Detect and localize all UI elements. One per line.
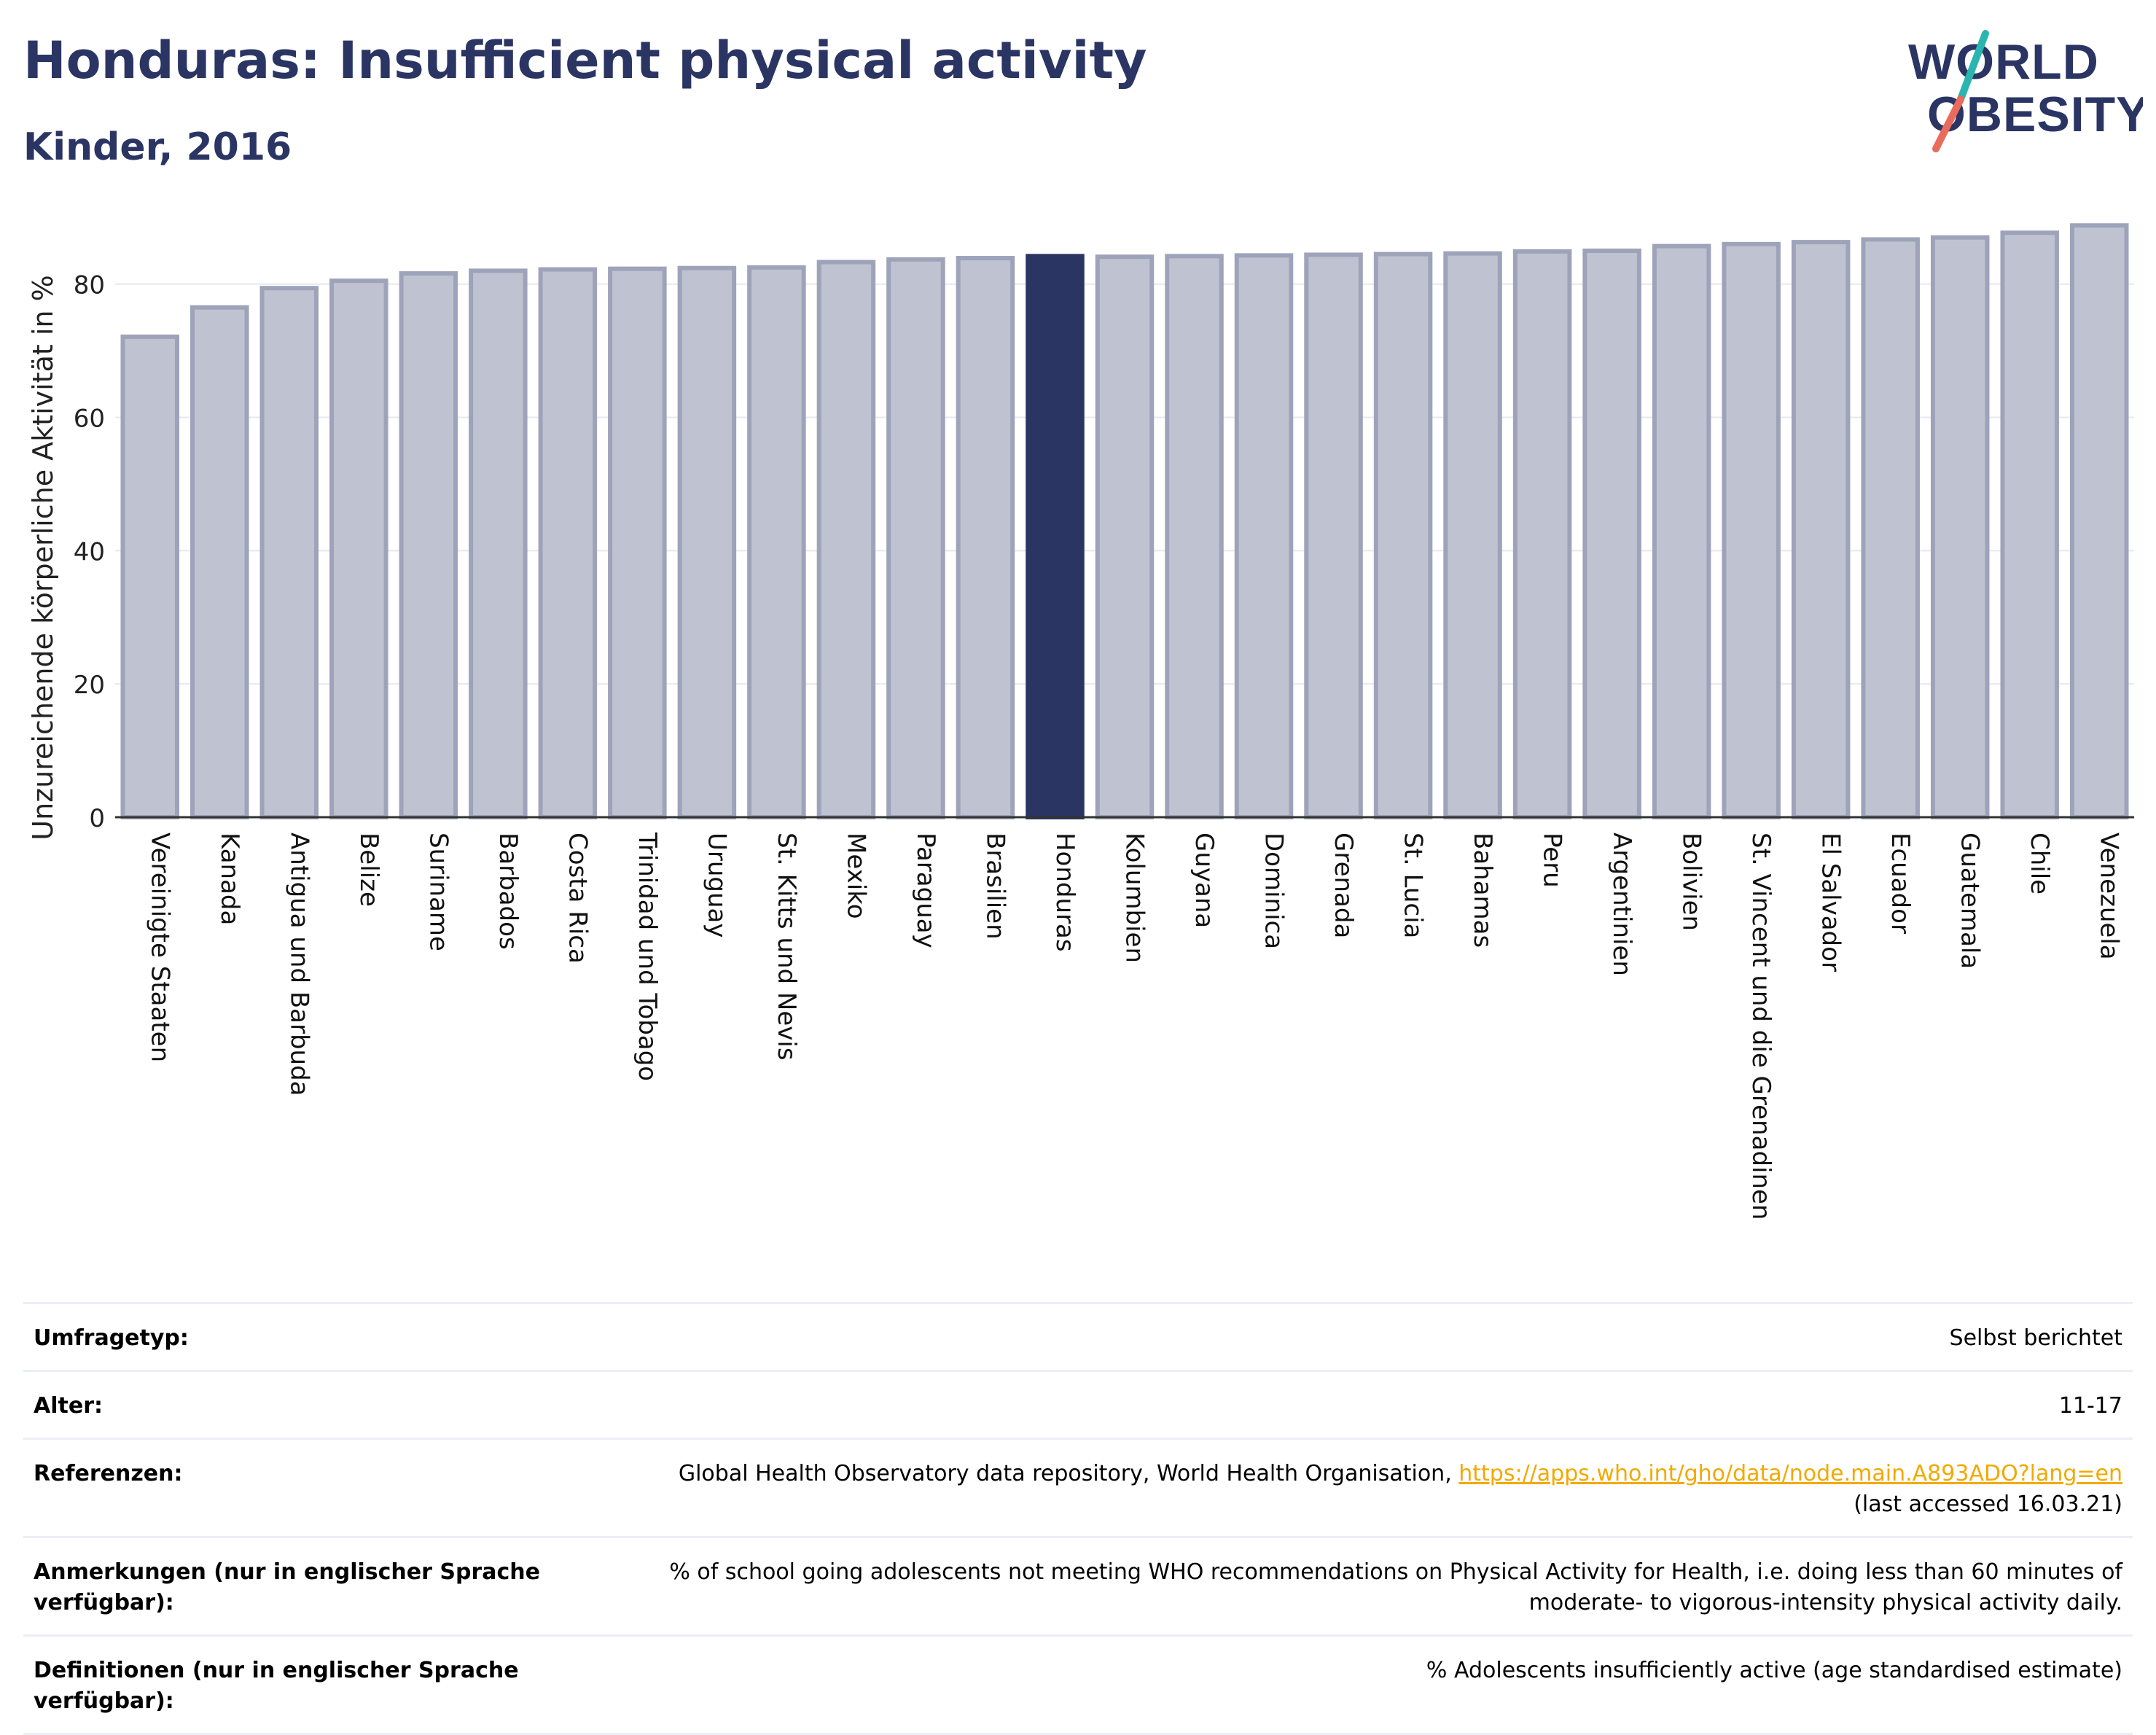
meta-value: 11-17: [554, 1370, 2133, 1439]
x-tick-label: Venezuela: [2095, 833, 2124, 960]
bar: [190, 305, 249, 819]
meta-key: Definitionen (nur in englischer Sprache …: [23, 1634, 554, 1735]
bar: [1443, 251, 1502, 820]
bar: [1582, 248, 1641, 819]
bar-highlight: [1026, 254, 1085, 819]
bars: [120, 223, 2129, 820]
x-tick-label: Chile: [2025, 833, 2054, 894]
bar: [329, 278, 388, 819]
bar: [1861, 237, 1920, 819]
x-tick-label: Suriname: [423, 833, 453, 951]
meta-value: % of school going adolescents not meetin…: [554, 1536, 2133, 1636]
bar-chart: 0 20 40 60 80 Vereinigte Staaten Kanada Antigu…: [27, 223, 2134, 1220]
bar: [747, 265, 806, 819]
x-tick-label: St. Lucia: [1399, 833, 1428, 938]
bar: [816, 260, 876, 819]
x-tick-label: Vereinigte Staaten: [145, 833, 174, 1062]
x-tick-label: Barbados: [493, 833, 523, 950]
x-tick-label: Bolivien: [1677, 833, 1706, 931]
meta-value: Global Health Observatory data repositor…: [554, 1438, 2133, 1537]
x-tick-label: Peru: [1538, 833, 1567, 888]
meta-key: Umfragetyp:: [23, 1302, 554, 1371]
reference-accessed: (last accessed 16.03.21): [1854, 1492, 2122, 1517]
logo-slash-coral: [1932, 95, 1964, 152]
bar: [259, 286, 319, 819]
bar: [1512, 249, 1572, 819]
x-tick-label: Guyana: [1190, 833, 1219, 928]
x-tick-label: Kanada: [215, 833, 244, 925]
x-tick-label: Grenada: [1329, 833, 1358, 938]
reference-link[interactable]: https://apps.who.int/gho/data/node.main.…: [1458, 1461, 2122, 1486]
bar: [1095, 254, 1155, 819]
bar: [1373, 252, 1433, 820]
meta-row-survey-type: Umfragetyp: Selbst berichtet: [23, 1302, 2133, 1371]
meta-row-definitions: Definitionen (nur in englischer Sprache …: [23, 1634, 2133, 1735]
y-tick-label: 40: [74, 537, 105, 566]
bar: [1722, 241, 1781, 819]
x-tick-label: St. Kitts und Nevis: [772, 833, 801, 1061]
y-tick-label: 20: [74, 671, 105, 700]
meta-row-notes: Anmerkungen (nur in englischer Sprache v…: [23, 1536, 2133, 1636]
bar: [1165, 254, 1224, 819]
world-obesity-logo: WORLD OBESITY: [1908, 30, 2143, 152]
meta-key: Alter:: [23, 1370, 554, 1439]
logo-line-1: WORLD: [1908, 34, 2099, 90]
bar: [886, 257, 945, 820]
meta-key: Anmerkungen (nur in englischer Sprache v…: [23, 1536, 554, 1636]
bar: [538, 267, 598, 819]
x-tick-labels: Vereinigte Staaten Kanada Antigua und Barb…: [145, 832, 2123, 1220]
y-tick-label: 80: [74, 271, 105, 300]
x-tick-label: Argentinien: [1607, 833, 1636, 976]
x-tick-label: St. Vincent und die Grenadinen: [1746, 833, 1776, 1220]
bar: [1791, 240, 1851, 820]
bar: [608, 266, 667, 819]
reference-text: Global Health Observatory data repositor…: [678, 1461, 1459, 1486]
x-tick-label: Mexiko: [841, 833, 870, 919]
x-tick-label: Guatemala: [1956, 833, 1985, 969]
chart-title: Honduras: Insufficient physical activity: [23, 31, 1147, 90]
bar: [1234, 253, 1294, 819]
y-axis-label: Unzureichende körperliche Aktivität in %: [27, 275, 59, 840]
bar: [1930, 235, 1990, 819]
x-tick-label: Kolumbien: [1120, 833, 1149, 963]
bar: [120, 334, 180, 820]
logo-slash-teal: [1957, 30, 1989, 103]
y-tick-labels: 0 20 40 60 80: [74, 271, 105, 833]
meta-value: % Adolescents insufficiently active (age…: [554, 1634, 2133, 1735]
bar: [1652, 243, 1711, 819]
bar: [399, 271, 458, 819]
x-tick-label: Belize: [354, 833, 383, 907]
bar: [469, 268, 528, 820]
meta-row-references: Referenzen: Global Health Observatory da…: [23, 1438, 2133, 1537]
bar: [677, 265, 737, 819]
x-tick-label: Costa Rica: [563, 833, 592, 964]
x-tick-label: Trinidad und Tobago: [633, 832, 662, 1081]
metadata-table: Umfragetyp: Selbst berichtet Alter: 11-1…: [23, 1302, 2133, 1735]
meta-row-age: Alter: 11-17: [23, 1370, 2133, 1439]
meta-value: Selbst berichtet: [554, 1302, 2133, 1371]
bar: [956, 256, 1015, 819]
x-tick-label: Bahamas: [1468, 833, 1497, 948]
bar: [2000, 230, 2059, 819]
y-tick-label: 0: [89, 804, 105, 833]
chart-subtitle: Kinder, 2016: [23, 125, 292, 169]
meta-key: Referenzen:: [23, 1438, 554, 1537]
x-tick-label: Honduras: [1050, 833, 1079, 952]
y-tick-label: 60: [74, 405, 105, 434]
x-tick-label: Dominica: [1259, 833, 1289, 949]
x-tick-label: Ecuador: [1886, 833, 1915, 934]
bar: [2069, 223, 2129, 819]
bar: [1304, 252, 1363, 819]
x-tick-label: Paraguay: [911, 833, 940, 948]
x-tick-label: Antigua und Barbuda: [284, 833, 313, 1096]
x-tick-label: El Salvador: [1816, 833, 1846, 972]
x-tick-label: Uruguay: [702, 833, 731, 938]
x-tick-label: Brasilien: [980, 833, 1009, 940]
